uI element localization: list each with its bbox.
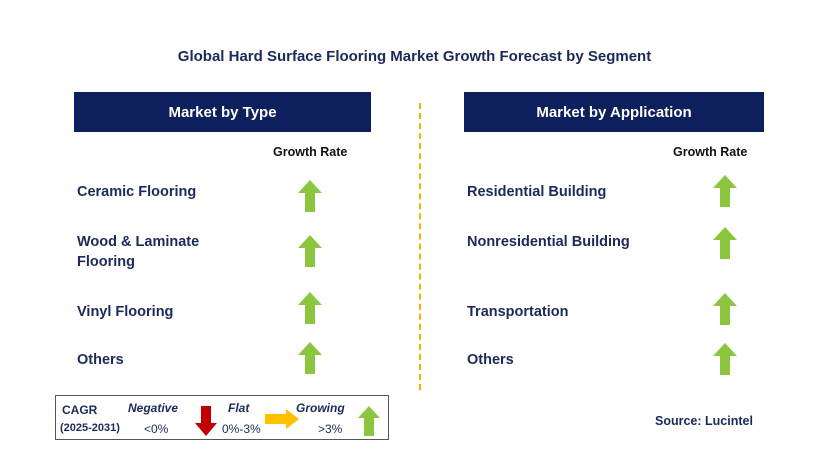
growing-arrow-icon <box>358 406 380 436</box>
segment-label-others-application: Others <box>467 352 514 368</box>
growth-rate-label-type: Growth Rate <box>273 145 348 159</box>
segment-label-nonresidential-building: Nonresidential Building <box>467 234 630 250</box>
legend-cagr-label: CAGR <box>62 403 98 417</box>
segment-label-wood-laminate-flooring: Wood & Laminate Flooring <box>77 234 200 270</box>
flat-arrow-icon <box>265 409 299 429</box>
legend-negative-range: <0% <box>144 422 169 436</box>
legend-negative-label: Negative <box>128 401 179 415</box>
growing-arrow-icon <box>713 343 737 375</box>
panel-divider <box>419 103 421 390</box>
legend-flat-range: 0%-3% <box>222 422 261 436</box>
negative-arrow-icon <box>195 406 217 436</box>
market-by-application-header: Market by Application <box>464 92 764 132</box>
segment-label-residential-building: Residential Building <box>467 184 607 200</box>
growing-arrow-icon <box>298 180 322 212</box>
growing-arrow-icon <box>713 293 737 325</box>
growing-arrow-icon <box>713 175 737 207</box>
chart-title: Global Hard Surface Flooring Market Grow… <box>177 48 652 65</box>
growing-arrow-icon <box>298 342 322 374</box>
segment-label-vinyl-flooring: Vinyl Flooring <box>77 304 174 320</box>
segment-label-transportation: Transportation <box>467 304 569 320</box>
market-by-type-header: Market by Type <box>74 92 371 132</box>
segment-label-others-type: Others <box>77 352 124 368</box>
growing-arrow-icon <box>713 227 737 259</box>
source-note: Source: Lucintel <box>655 414 753 428</box>
cagr-legend: CAGR (2025-2031) Negative <0% Flat 0%-3%… <box>55 395 389 440</box>
growing-arrow-icon <box>298 235 322 267</box>
legend-flat-label: Flat <box>228 401 250 415</box>
legend-growing-label: Growing <box>296 401 345 415</box>
legend-period: (2025-2031) <box>60 422 120 434</box>
growing-arrow-icon <box>298 292 322 324</box>
segment-label-ceramic-flooring: Ceramic Flooring <box>77 184 197 200</box>
growth-rate-label-application: Growth Rate <box>673 145 748 159</box>
legend-growing-range: >3% <box>318 422 343 436</box>
